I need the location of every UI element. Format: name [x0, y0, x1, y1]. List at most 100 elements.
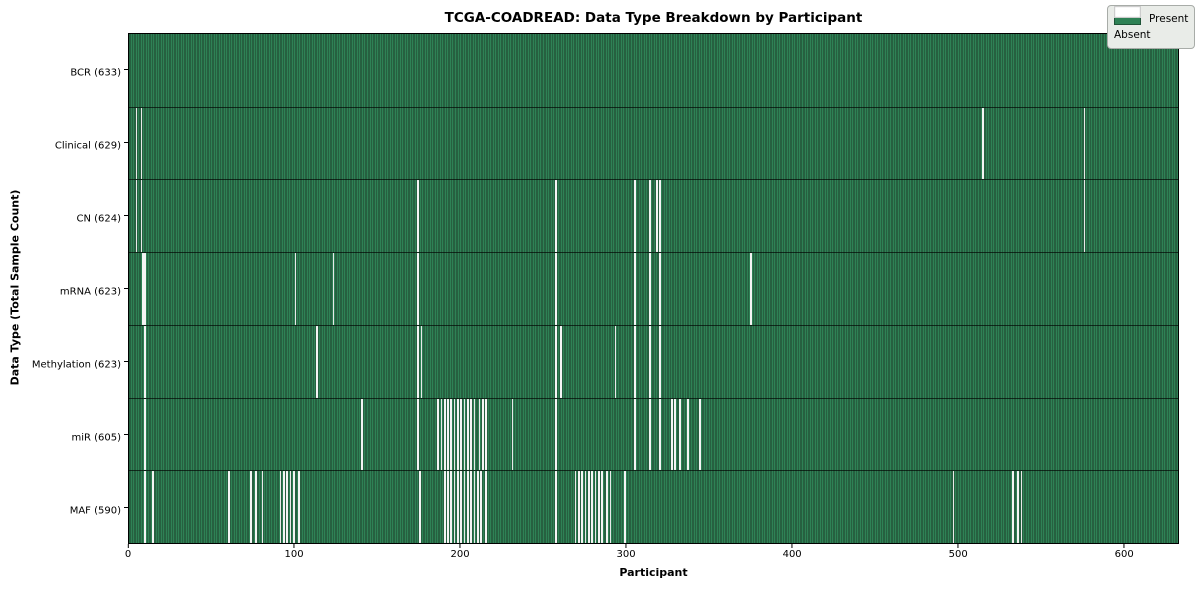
plot-area: [128, 33, 1179, 544]
chart-title: TCGA-COADREAD: Data Type Breakdown by Pa…: [444, 10, 863, 26]
y-tick-label: mRNA (623): [59, 286, 121, 297]
absent-mark: [143, 398, 146, 471]
x-tick-mark: [625, 544, 627, 548]
y-tick-methylation: Methylation (623): [32, 352, 128, 371]
absent-mark: [135, 180, 138, 253]
absent-mark: [554, 471, 557, 543]
absent-mark: [140, 107, 143, 180]
absent-mark: [485, 471, 487, 543]
absent-mark: [143, 325, 146, 398]
absent-mark: [361, 398, 363, 471]
absent-mark: [1020, 471, 1023, 543]
absent-mark: [634, 398, 637, 471]
y-tick-mark: [124, 288, 128, 289]
absent-mark: [249, 471, 252, 543]
absent-mark: [649, 325, 651, 398]
absent-mark: [480, 471, 482, 543]
absent-mark: [634, 325, 637, 398]
absent-mark: [659, 398, 661, 471]
absent-mark: [687, 398, 690, 471]
legend-item-absent: Absent: [1114, 6, 1186, 43]
absent-mark: [624, 471, 627, 543]
absent-mark: [606, 471, 608, 543]
heatmap-row-methylation: [129, 324, 1178, 398]
absent-mark: [470, 398, 473, 471]
absent-mark: [143, 471, 146, 543]
absent-mark: [254, 471, 257, 543]
y-tick-mrna: mRNA (623): [60, 279, 128, 298]
x-tick-label: 300: [616, 549, 636, 560]
absent-mark: [143, 253, 146, 325]
absent-mark: [597, 471, 600, 543]
absent-mark: [581, 471, 584, 543]
absent-mark: [294, 253, 297, 325]
absent-mark: [450, 398, 453, 471]
heatmap-row-cn: [129, 179, 1178, 253]
absent-mark: [634, 253, 637, 325]
absent-mark: [447, 471, 449, 543]
legend-present-label: Present: [1149, 13, 1189, 25]
absent-mark: [135, 107, 138, 180]
absent-mark: [470, 471, 473, 543]
absent-mark: [417, 180, 419, 253]
absent-mark: [1017, 471, 1019, 543]
absent-mark: [298, 471, 300, 543]
x-tick-label: 600: [1114, 549, 1134, 560]
absent-mark: [283, 471, 285, 543]
absent-mark: [460, 471, 463, 543]
absent-mark: [594, 471, 597, 543]
absent-mark: [332, 253, 335, 325]
absent-mark: [655, 180, 658, 253]
absent-mark: [467, 471, 469, 543]
absent-mark: [559, 325, 562, 398]
absent-mark: [316, 325, 318, 398]
absent-mark: [152, 471, 154, 543]
absent-mark: [477, 471, 479, 543]
absent-mark: [443, 398, 446, 471]
absent-mark: [634, 180, 637, 253]
heatmap-row-bcr: [129, 34, 1178, 107]
absent-mark: [293, 471, 295, 543]
y-tick-mark: [124, 69, 128, 70]
absent-mark: [1083, 107, 1086, 180]
absent-mark: [450, 471, 453, 543]
absent-mark: [649, 253, 651, 325]
absent-mark: [1012, 471, 1014, 543]
heatmap-row-mir: [129, 397, 1178, 471]
y-tick-label: Clinical (629): [54, 140, 121, 151]
legend-absent-label: Absent: [1114, 29, 1151, 41]
heatmap-row-maf: [129, 470, 1178, 543]
x-tick-0: 0: [125, 544, 131, 560]
x-tick-300: 300: [617, 544, 636, 560]
absent-mark: [228, 471, 231, 543]
absent-mark: [649, 180, 651, 253]
absent-mark: [554, 180, 557, 253]
absent-mark: [447, 398, 449, 471]
heatmap-row-clinical: [129, 106, 1178, 180]
absent-mark: [142, 253, 144, 325]
y-tick-label: miR (605): [71, 432, 121, 443]
y-axis-ticks: BCR (633) Clinical (629) CN (624) mRNA (623…: [0, 33, 128, 544]
x-tick-mark: [1123, 544, 1125, 548]
absent-mark: [649, 398, 651, 471]
x-tick-label: 200: [450, 549, 470, 560]
x-tick-mark: [293, 544, 295, 548]
absent-mark: [574, 471, 577, 543]
x-tick-200: 200: [451, 544, 470, 560]
absent-mark: [437, 398, 439, 471]
absent-mark: [1083, 180, 1086, 253]
absent-mark: [473, 471, 476, 543]
absent-mark: [463, 471, 466, 543]
legend-absent-swatch: [1114, 6, 1141, 18]
absent-mark: [485, 398, 487, 471]
absent-mark: [554, 325, 557, 398]
x-tick-100: 100: [284, 544, 304, 560]
y-tick-label: CN (624): [76, 213, 121, 224]
absent-mark: [588, 471, 590, 543]
absent-mark: [417, 325, 419, 398]
x-tick-600: 600: [1115, 544, 1134, 560]
absent-mark: [417, 398, 419, 471]
absent-mark: [420, 325, 423, 398]
y-tick-mark: [124, 507, 128, 508]
